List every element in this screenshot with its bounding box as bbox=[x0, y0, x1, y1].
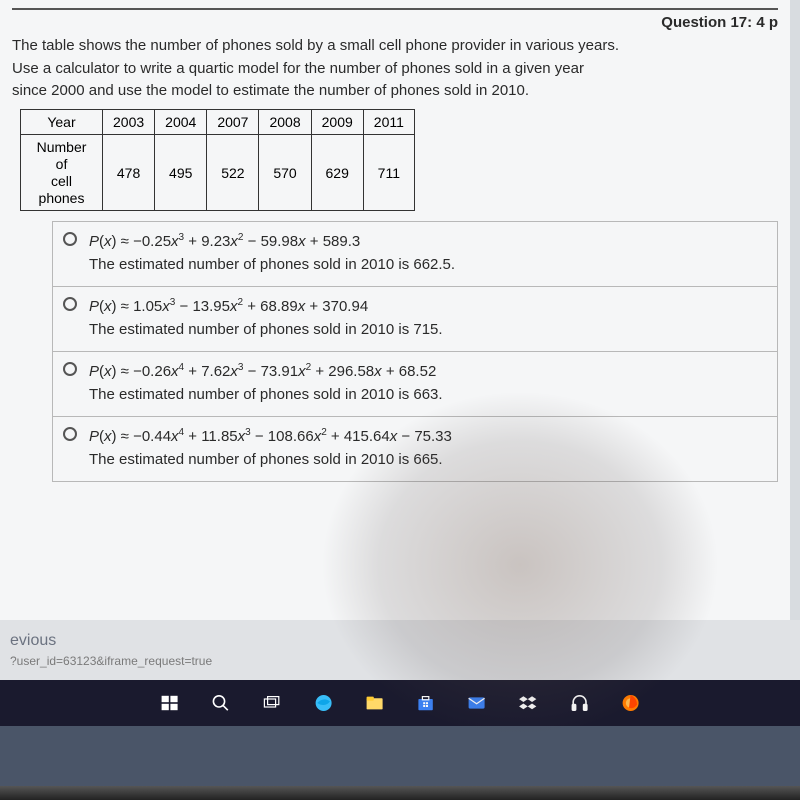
table-row-years: Year 2003 2004 2007 2008 2009 2011 bbox=[21, 109, 415, 135]
year-cell: 2003 bbox=[103, 109, 155, 135]
count-label: Number of cell phones bbox=[21, 135, 103, 211]
headphones-icon[interactable] bbox=[570, 689, 589, 717]
nav-area: evious ?user_id=63123&iframe_request=tru… bbox=[0, 620, 800, 680]
firefox-icon[interactable] bbox=[621, 689, 640, 717]
question-number: Question 17: 4 p bbox=[12, 8, 778, 31]
mail-icon[interactable] bbox=[467, 689, 486, 717]
year-cell: 2009 bbox=[311, 109, 363, 135]
option-text: P(x) ≈ −0.26x4 + 7.62x3 − 73.91x2 + 296.… bbox=[89, 360, 443, 406]
option-desc: The estimated number of phones sold in 2… bbox=[89, 386, 443, 403]
windows-start-icon[interactable] bbox=[160, 689, 179, 717]
option-desc: The estimated number of phones sold in 2… bbox=[89, 321, 443, 338]
option-text: P(x) ≈ −0.25x3 + 9.23x2 − 59.98x + 589.3… bbox=[89, 230, 455, 276]
value-cell: 478 bbox=[103, 135, 155, 211]
value-cell: 495 bbox=[155, 135, 207, 211]
option-d[interactable]: P(x) ≈ −0.44x4 + 11.85x3 − 108.66x2 + 41… bbox=[53, 416, 777, 481]
prompt-line-2: Use a calculator to write a quartic mode… bbox=[12, 60, 584, 77]
file-explorer-icon[interactable] bbox=[365, 689, 384, 717]
screen-content: Question 17: 4 p The table shows the num… bbox=[0, 0, 800, 680]
prompt-line-3: since 2000 and use the model to estimate… bbox=[12, 82, 529, 99]
formula: P(x) ≈ −0.26x4 + 7.62x3 − 73.91x2 + 296.… bbox=[89, 363, 436, 380]
value-cell: 629 bbox=[311, 135, 363, 211]
formula: P(x) ≈ −0.44x4 + 11.85x3 − 108.66x2 + 41… bbox=[89, 428, 452, 445]
year-cell: 2011 bbox=[363, 109, 414, 135]
formula: P(x) ≈ 1.05x3 − 13.95x2 + 68.89x + 370.9… bbox=[89, 298, 368, 315]
radio-icon[interactable] bbox=[63, 362, 77, 376]
value-cell: 570 bbox=[259, 135, 311, 211]
previous-button[interactable]: evious bbox=[10, 632, 790, 650]
option-c[interactable]: P(x) ≈ −0.26x4 + 7.62x3 − 73.91x2 + 296.… bbox=[53, 351, 777, 416]
search-icon[interactable] bbox=[211, 689, 230, 717]
year-cell: 2008 bbox=[259, 109, 311, 135]
radio-icon[interactable] bbox=[63, 297, 77, 311]
table-row-values: Number of cell phones 478 495 522 570 62… bbox=[21, 135, 415, 211]
year-label: Year bbox=[21, 109, 103, 135]
dropbox-icon[interactable] bbox=[518, 689, 537, 717]
year-cell: 2004 bbox=[155, 109, 207, 135]
option-desc: The estimated number of phones sold in 2… bbox=[89, 451, 443, 468]
question-prompt: The table shows the number of phones sol… bbox=[12, 35, 778, 103]
option-text: P(x) ≈ 1.05x3 − 13.95x2 + 68.89x + 370.9… bbox=[89, 295, 443, 341]
option-desc: The estimated number of phones sold in 2… bbox=[89, 256, 455, 273]
url-text: ?user_id=63123&iframe_request=true bbox=[10, 654, 790, 668]
formula: P(x) ≈ −0.25x3 + 9.23x2 − 59.98x + 589.3 bbox=[89, 233, 360, 250]
value-cell: 522 bbox=[207, 135, 259, 211]
taskbar[interactable] bbox=[0, 680, 800, 726]
value-cell: 711 bbox=[363, 135, 414, 211]
edge-icon[interactable] bbox=[314, 689, 333, 717]
task-view-icon[interactable] bbox=[262, 689, 281, 717]
option-text: P(x) ≈ −0.44x4 + 11.85x3 − 108.66x2 + 41… bbox=[89, 425, 452, 471]
option-a[interactable]: P(x) ≈ −0.25x3 + 9.23x2 − 59.98x + 589.3… bbox=[53, 221, 777, 286]
year-cell: 2007 bbox=[207, 109, 259, 135]
question-panel: Question 17: 4 p The table shows the num… bbox=[0, 0, 790, 620]
store-icon[interactable] bbox=[416, 689, 435, 717]
radio-icon[interactable] bbox=[63, 427, 77, 441]
radio-icon[interactable] bbox=[63, 232, 77, 246]
prompt-line-1: The table shows the number of phones sol… bbox=[12, 37, 619, 54]
data-table: Year 2003 2004 2007 2008 2009 2011 Numbe… bbox=[20, 109, 415, 212]
answer-options: P(x) ≈ −0.25x3 + 9.23x2 − 59.98x + 589.3… bbox=[52, 221, 778, 482]
option-b[interactable]: P(x) ≈ 1.05x3 − 13.95x2 + 68.89x + 370.9… bbox=[53, 286, 777, 351]
laptop-bezel bbox=[0, 786, 800, 800]
